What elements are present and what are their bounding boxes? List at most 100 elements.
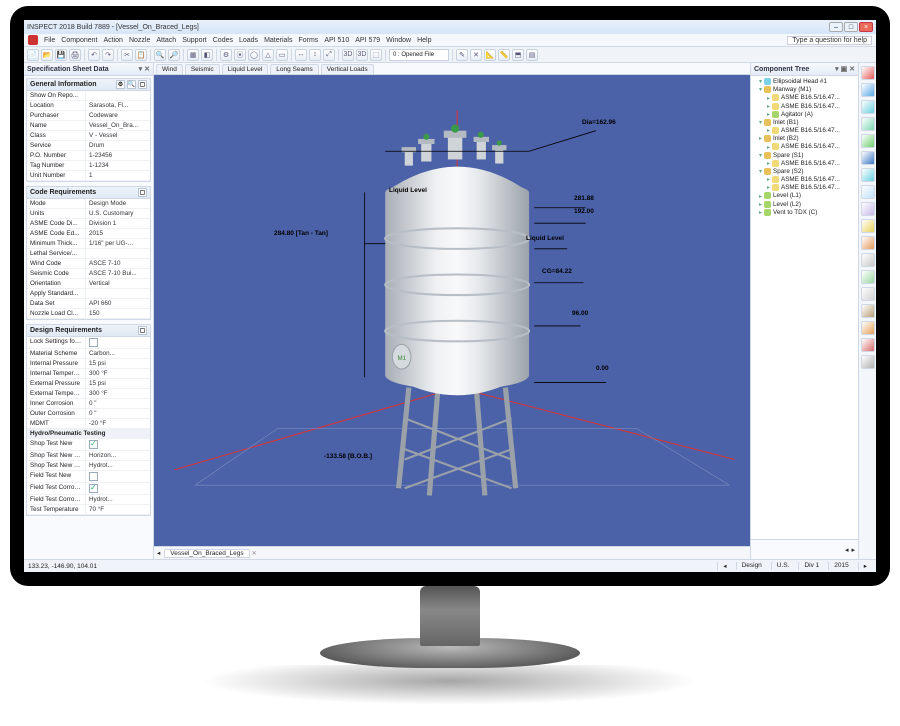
prop-value[interactable] — [85, 91, 150, 101]
toolbar-btn-19[interactable]: ◯ — [248, 49, 260, 61]
toolbar-btn-38[interactable]: ▤ — [526, 49, 538, 61]
toolbar-btn-25[interactable]: ⤢ — [323, 49, 335, 61]
prop-value[interactable]: 1-1234 — [85, 161, 150, 171]
tree-node[interactable]: Inlet (B2) — [753, 135, 856, 143]
menu-component[interactable]: Component — [61, 37, 97, 44]
expand-icon[interactable]: ▢ — [138, 326, 147, 335]
tree-node[interactable]: ASME B16.5/16.47... — [753, 184, 856, 192]
right-panel-pin-icon[interactable]: ▾ ▣ ✕ — [835, 65, 855, 73]
rail-icon-13[interactable] — [861, 287, 875, 301]
tree-node[interactable]: Manway (M1) — [753, 86, 856, 94]
rail-icon-8[interactable] — [861, 202, 875, 216]
local-tab-vertical-loads[interactable]: Vertical Loads — [321, 64, 374, 74]
viewport-3d[interactable]: M1 Dia=162.96 284.80 [Tan — [154, 75, 750, 546]
prop-value[interactable]: Vertical — [85, 279, 150, 289]
tree-node[interactable]: Vent to TDX (C) — [753, 209, 856, 217]
toolbar-btn-34[interactable]: ✕ — [470, 49, 482, 61]
prop-value[interactable]: Drum — [85, 141, 150, 151]
rail-icon-7[interactable] — [861, 185, 875, 199]
prop-value[interactable]: 15 psi — [85, 379, 150, 389]
toolbar-opened-file[interactable]: 0 : Opened File — [389, 49, 449, 61]
tree-node[interactable]: Agitator (A) — [753, 111, 856, 119]
tree-node[interactable]: ASME B16.5/16.47... — [753, 94, 856, 102]
prop-value[interactable]: -20 °F — [85, 419, 150, 429]
help-search[interactable]: Type a question for help — [787, 36, 872, 45]
prop-value[interactable]: V - Vessel — [85, 131, 150, 141]
menu-loads[interactable]: Loads — [239, 37, 258, 44]
toolbar-btn-3[interactable]: 🖨 — [69, 49, 81, 61]
tree-node[interactable]: ASME B16.5/16.47... — [753, 160, 856, 168]
toolbar-btn-6[interactable]: ↷ — [102, 49, 114, 61]
prop-value[interactable]: 15 psi — [85, 359, 150, 369]
tree-scroll-left-icon[interactable]: ◂ — [845, 546, 849, 554]
rail-icon-12[interactable] — [861, 270, 875, 284]
expand-icon[interactable]: ▢ — [138, 188, 147, 197]
rail-icon-2[interactable] — [861, 100, 875, 114]
rail-icon-4[interactable] — [861, 134, 875, 148]
toolbar-btn-23[interactable]: ↔ — [295, 49, 307, 61]
toolbar-btn-37[interactable]: ⬒ — [512, 49, 524, 61]
viewfooter-nav-left[interactable]: ◂ — [157, 549, 160, 557]
minimize-button[interactable]: – — [829, 22, 843, 32]
prop-value[interactable] — [85, 337, 150, 349]
prop-value[interactable]: Vessel_On_Bra... — [85, 121, 150, 131]
prop-value[interactable] — [85, 483, 150, 495]
status-nav-left[interactable]: ◂ — [717, 562, 731, 570]
rail-icon-9[interactable] — [861, 219, 875, 233]
toolbar-btn-29[interactable]: ⬚ — [370, 49, 382, 61]
menu-codes[interactable]: Codes — [213, 37, 233, 44]
prop-value[interactable]: Horizon... — [85, 451, 150, 461]
tree-node[interactable]: Inlet (B1) — [753, 119, 856, 127]
prop-value[interactable]: API 660 — [85, 299, 150, 309]
toolbar-btn-9[interactable]: 📋 — [135, 49, 147, 61]
prop-value[interactable]: Sarasota, Fl... — [85, 101, 150, 111]
tree-node[interactable]: Spare (S2) — [753, 168, 856, 176]
prop-value[interactable] — [85, 471, 150, 483]
tree-node[interactable]: ASME B16.5/16.47... — [753, 103, 856, 111]
prop-value[interactable] — [85, 249, 150, 259]
rail-icon-10[interactable] — [861, 236, 875, 250]
prop-value[interactable]: U.S. Customary — [85, 209, 150, 219]
tree-scroll-right-icon[interactable]: ▸ — [851, 546, 855, 554]
tree-node[interactable]: Spare (S1) — [753, 152, 856, 160]
local-tab-wind[interactable]: Wind — [156, 64, 183, 74]
prop-value[interactable]: 2015 — [85, 229, 150, 239]
rail-icon-5[interactable] — [861, 151, 875, 165]
prop-value[interactable]: 1-23456 — [85, 151, 150, 161]
prop-value[interactable]: Hydrot... — [85, 461, 150, 471]
prop-value[interactable]: 1 — [85, 171, 150, 181]
tree-node[interactable]: ASME B16.5/16.47... — [753, 176, 856, 184]
prop-value[interactable] — [85, 439, 150, 451]
component-tree[interactable]: Ellipsoidal Head #1Manway (M1)ASME B16.5… — [751, 76, 858, 539]
toolbar-btn-11[interactable]: 🔍 — [154, 49, 166, 61]
prop-value[interactable]: 0 " — [85, 409, 150, 419]
toolbar-btn-5[interactable]: ↶ — [88, 49, 100, 61]
toolbar-btn-18[interactable]: ⦿ — [234, 49, 246, 61]
toolbar-btn-24[interactable]: ↕ — [309, 49, 321, 61]
close-button[interactable]: × — [859, 22, 873, 32]
toolbar-btn-8[interactable]: ✂ — [121, 49, 133, 61]
menu-file[interactable]: File — [44, 37, 55, 44]
toolbar-btn-20[interactable]: △ — [262, 49, 274, 61]
search-icon[interactable]: 🔍 — [127, 80, 136, 89]
menu-api-510[interactable]: API 510 — [324, 37, 349, 44]
prop-value[interactable]: Codeware — [85, 111, 150, 121]
tree-node[interactable]: Level (L1) — [753, 192, 856, 200]
rail-icon-15[interactable] — [861, 321, 875, 335]
filter-icon[interactable]: ⚙ — [116, 80, 125, 89]
prop-value[interactable]: ASCE 7-10 Bui... — [85, 269, 150, 279]
rail-icon-0[interactable] — [861, 66, 875, 80]
prop-value[interactable]: Division 1 — [85, 219, 150, 229]
toolbar-btn-21[interactable]: ▭ — [276, 49, 288, 61]
toolbar-btn-27[interactable]: 3D — [342, 49, 354, 61]
menu-support[interactable]: Support — [182, 37, 207, 44]
tree-node[interactable]: ASME B16.5/16.47... — [753, 143, 856, 151]
view-tab[interactable]: Vessel_On_Braced_Legs — [164, 549, 249, 558]
toolbar-btn-28[interactable]: 3D — [356, 49, 368, 61]
prop-value[interactable] — [85, 289, 150, 299]
rail-icon-6[interactable] — [861, 168, 875, 182]
toolbar-btn-33[interactable]: ✎ — [456, 49, 468, 61]
toolbar-btn-17[interactable]: ⚙ — [220, 49, 232, 61]
prop-value[interactable]: Design Mode — [85, 199, 150, 209]
prop-value[interactable]: 0 " — [85, 399, 150, 409]
